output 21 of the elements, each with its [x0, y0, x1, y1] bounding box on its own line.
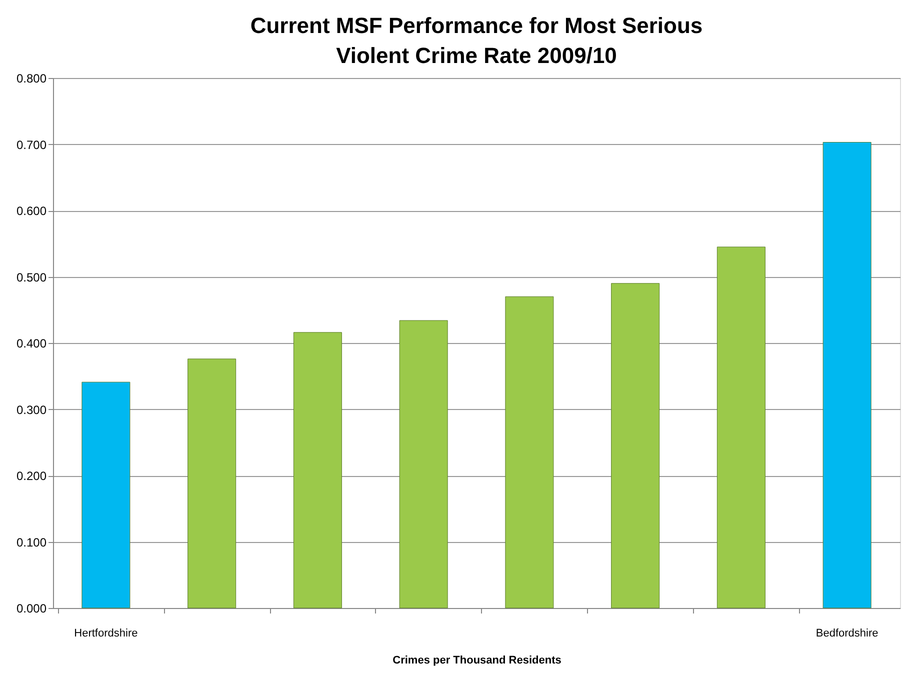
x-tick-label: Hertfordshire [74, 628, 138, 640]
bar [611, 283, 660, 608]
x-tick-label: Bedfordshire [816, 628, 878, 640]
bar [293, 332, 342, 608]
bar [399, 320, 448, 608]
y-tick-label: 0.300 [16, 402, 47, 417]
y-tick-label: 0.200 [16, 469, 47, 483]
y-tick-label: 0.400 [16, 336, 47, 350]
bar [82, 382, 130, 608]
y-tick-label: 0.100 [16, 535, 47, 550]
y-tick-label: 0.800 [16, 72, 47, 86]
y-tick-label: 0.600 [16, 204, 47, 218]
bar [505, 296, 554, 608]
y-tick-label: 0.500 [16, 270, 47, 284]
y-tick-label: 0.700 [16, 138, 47, 152]
bar [188, 358, 236, 608]
y-tick-label: 0.000 [16, 602, 47, 616]
chart-title: Current MSF Performance for Most Serious Violent Crime Rate 2009/10 [250, 13, 703, 68]
bar [716, 246, 766, 608]
x-axis-title: Crimes per Thousand Residents [392, 654, 562, 666]
bar [822, 142, 872, 608]
